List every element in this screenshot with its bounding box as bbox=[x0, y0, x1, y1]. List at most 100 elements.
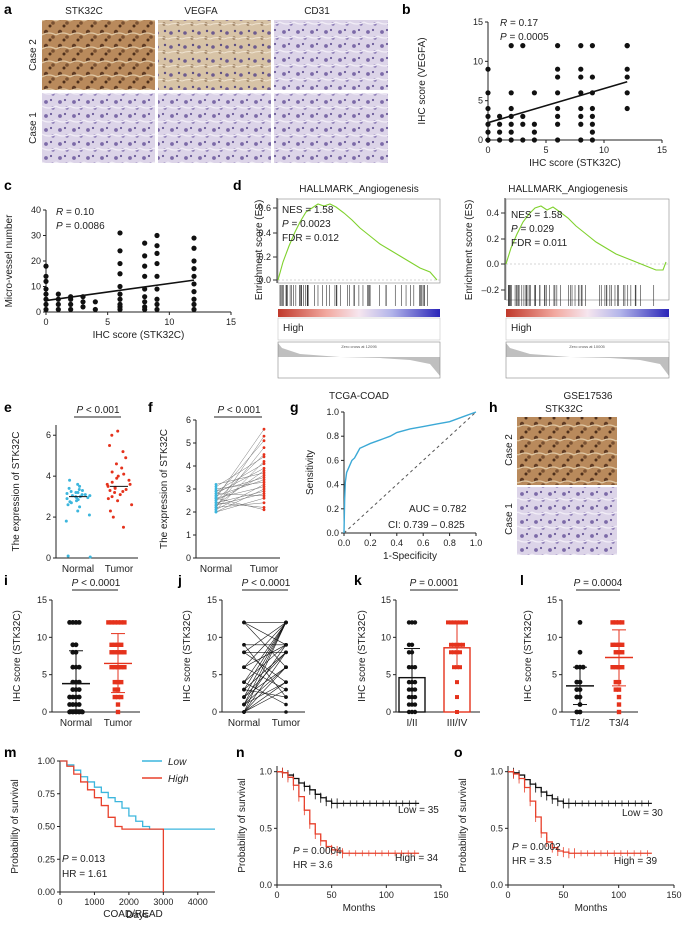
data-point-e-tumor bbox=[113, 491, 117, 495]
data-point-b bbox=[624, 74, 630, 80]
data-point-e-normal bbox=[88, 494, 92, 498]
data-point-k bbox=[446, 620, 450, 625]
data-point-j-normal bbox=[242, 710, 246, 714]
y-tick-label-l: 0 bbox=[552, 707, 557, 717]
x-tick-label-g: 0.4 bbox=[391, 538, 404, 548]
panel-g: g 0.0 0.2 0.4 0.6 0.8 1.0 0.0 0.2 0.4 0.6 0.8 1.0 Se… bbox=[290, 399, 482, 562]
data-point-j-tumor bbox=[284, 695, 288, 699]
y-tick-label-g: 0.0 bbox=[326, 528, 339, 538]
category-label-l: T3/4 bbox=[609, 718, 629, 729]
data-point-f-tumor bbox=[262, 492, 266, 495]
data-point-b bbox=[508, 137, 514, 143]
y-axis-label-l: IHC score (STK32C) bbox=[523, 610, 534, 702]
pair-line-j bbox=[243, 689, 287, 713]
survival-curve-m-high bbox=[60, 760, 165, 892]
gsea-left-dataset: TCGA-COAD bbox=[329, 391, 389, 402]
data-point-j-tumor bbox=[284, 680, 288, 684]
data-point-l bbox=[610, 642, 615, 647]
data-point-e-normal bbox=[65, 497, 69, 501]
x-axis-label-c: IHC score (STK32C) bbox=[93, 330, 185, 341]
data-point-f-tumor bbox=[262, 455, 266, 459]
data-point-e-tumor bbox=[108, 443, 112, 447]
data-point-k bbox=[406, 620, 412, 625]
data-point-j-normal bbox=[242, 702, 246, 707]
x-axis-label-g: 1-Specificity bbox=[383, 551, 437, 562]
panel-n: n 0.0 0.5 1.0 0 50 100 150 Probability of survi… bbox=[236, 744, 449, 914]
x-tick-label-n: 150 bbox=[433, 890, 448, 900]
data-point-b bbox=[485, 137, 491, 143]
data-point-e-normal bbox=[68, 500, 72, 504]
data-point-f-tumor bbox=[262, 506, 266, 509]
y-tick-label-o: 0.0 bbox=[490, 880, 503, 890]
pair-line-f bbox=[215, 497, 265, 510]
data-point-e-tumor bbox=[108, 488, 112, 492]
stat-p-f: P < 0.001 bbox=[217, 405, 261, 416]
data-point-b bbox=[531, 121, 538, 127]
panel-label-h: h bbox=[489, 399, 498, 415]
data-point-e-tumor bbox=[108, 509, 112, 513]
data-point-k bbox=[412, 679, 418, 685]
gsea-left-fdr: FDR = 0.012 bbox=[282, 233, 339, 244]
data-point-c bbox=[68, 306, 74, 313]
data-point-b bbox=[555, 43, 561, 49]
data-point-c bbox=[191, 281, 197, 287]
row-label-h-case1: Case 1 bbox=[504, 503, 515, 535]
data-point-e-normal bbox=[68, 478, 72, 482]
data-point-f-tumor bbox=[262, 480, 266, 484]
data-point-k bbox=[406, 650, 412, 655]
data-point-b bbox=[578, 105, 584, 112]
data-point-c bbox=[55, 306, 61, 313]
data-point-b bbox=[485, 113, 491, 119]
data-point-e-tumor bbox=[115, 476, 119, 480]
data-point-f-tumor bbox=[262, 496, 266, 500]
data-point-b bbox=[555, 74, 561, 80]
dataset-m: COAD/READ bbox=[103, 909, 162, 920]
data-point-c bbox=[117, 230, 123, 236]
data-point-l bbox=[613, 620, 618, 625]
y-tick-label-b: 10 bbox=[473, 56, 483, 66]
data-point-c bbox=[43, 263, 49, 269]
data-point-l bbox=[574, 687, 580, 692]
data-point-f-tumor bbox=[262, 439, 266, 443]
y-tick-label-m: 0.00 bbox=[37, 887, 55, 897]
gsea-left-metric-frame bbox=[277, 341, 441, 379]
category-label-j: Tumor bbox=[272, 718, 301, 729]
y-tick-label-m: 1.00 bbox=[37, 756, 55, 766]
data-point-j-normal bbox=[242, 643, 246, 647]
data-point-e-normal bbox=[76, 498, 80, 502]
data-point-i bbox=[76, 687, 82, 692]
data-point-k bbox=[455, 680, 459, 685]
gsea-right-title: HALLMARK_Angiogenesis bbox=[508, 184, 628, 195]
y-tick-label-f: 6 bbox=[186, 415, 191, 425]
pair-line-f bbox=[215, 472, 265, 485]
survival-curve-n-high bbox=[277, 771, 420, 854]
data-point-k bbox=[452, 620, 456, 625]
data-point-e-normal bbox=[87, 513, 91, 517]
data-point-l bbox=[616, 702, 622, 707]
gsea-right-es-curve bbox=[505, 205, 667, 271]
y-tick-label-e: 2 bbox=[46, 512, 51, 522]
data-point-c bbox=[117, 301, 123, 307]
data-point-i bbox=[112, 694, 117, 700]
ihc-image-cd31-case1 bbox=[274, 93, 388, 163]
data-point-c bbox=[117, 271, 123, 277]
data-point-c bbox=[92, 299, 98, 305]
data-point-f-normal bbox=[214, 499, 218, 502]
y-tick-label-f: 0 bbox=[186, 553, 191, 563]
y-tick-label-l: 10 bbox=[547, 632, 557, 642]
panel-l: l 0 5 10 15 IHC score (STK32C) T1/2 T3/4 P = 0… bbox=[520, 572, 638, 729]
ihc-image-stk32c-case1 bbox=[42, 93, 155, 163]
y-tick-label-e: 4 bbox=[46, 471, 51, 481]
data-point-c bbox=[154, 273, 160, 279]
gsea-right-high-label: High bbox=[511, 323, 532, 334]
gsea-right-dataset: GSE17536 bbox=[564, 391, 613, 402]
data-point-c bbox=[154, 286, 160, 292]
y-axis-label-j: IHC score (STK32C) bbox=[182, 610, 193, 702]
category-label-f: Tumor bbox=[250, 564, 279, 575]
panel-d: d HALLMARK_Angiogenesis Enrichment score… bbox=[233, 177, 670, 402]
data-point-i bbox=[119, 650, 124, 655]
category-label-j: Normal bbox=[228, 718, 260, 729]
data-point-j-normal bbox=[242, 650, 246, 655]
data-point-e-tumor bbox=[128, 482, 132, 486]
data-point-c bbox=[191, 245, 197, 251]
